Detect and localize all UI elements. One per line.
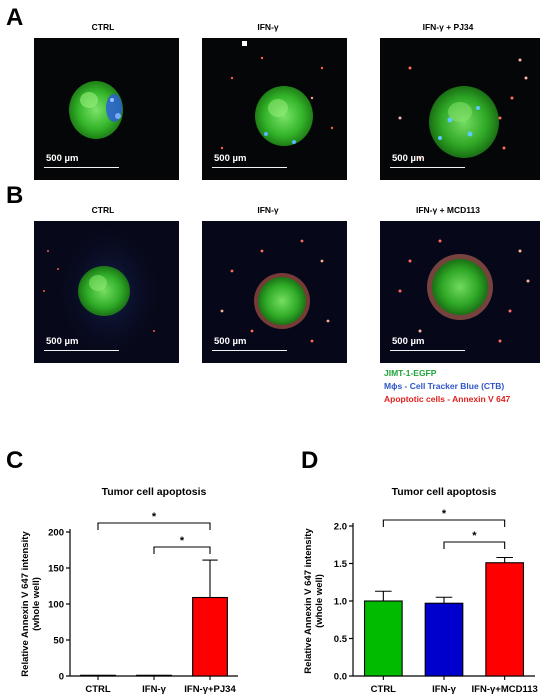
scale-bar bbox=[212, 349, 287, 351]
y-axis-label-line: (whole well) bbox=[314, 574, 325, 628]
legend-item: Mϕs - Cell Tracker Blue (CTB) bbox=[384, 381, 505, 391]
panel-letter-a: A bbox=[6, 4, 24, 31]
x-tick-label: IFN-γ bbox=[142, 684, 166, 695]
y-tick-label: 0.5 bbox=[334, 634, 348, 645]
significance-bracket bbox=[382, 519, 506, 527]
y-axis-label-line: Relative Annexin V 647 intensity bbox=[303, 528, 314, 674]
scale-bar-label: 500 µm bbox=[46, 336, 79, 347]
scale-bar bbox=[44, 349, 119, 351]
bar bbox=[80, 674, 116, 677]
image-title: IFN-γ + PJ34 bbox=[422, 22, 474, 32]
significance-label: * bbox=[152, 511, 157, 523]
significance-label: * bbox=[472, 530, 477, 542]
significance-label: * bbox=[180, 535, 185, 547]
micrograph-b-ifn: 500 µm bbox=[202, 221, 347, 363]
x-tick-label: IFN-γ bbox=[432, 684, 456, 695]
image-title: CTRL bbox=[91, 22, 115, 32]
scale-bar-label: 500 µm bbox=[392, 336, 425, 347]
y-tick-label: 200 bbox=[48, 528, 64, 539]
chart-title: Tumor cell apoptosis bbox=[392, 486, 497, 498]
y-tick-label: 0.0 bbox=[334, 672, 347, 683]
y-axis-label-line: (whole well) bbox=[31, 577, 42, 631]
micrograph-a-ctrl: 500 µm bbox=[34, 38, 179, 180]
x-tick-label: IFN-γ+MCD113 bbox=[472, 684, 538, 695]
legend-item: JIMT-1-EGFP bbox=[384, 368, 437, 378]
chart-d: Tumor cell apoptosis Relative Annexin V 6… bbox=[303, 486, 538, 695]
significance-label: * bbox=[442, 508, 447, 520]
y-tick-label: 100 bbox=[48, 600, 64, 611]
y-axis-label: Relative Annexin V 647 intensity(whole w… bbox=[303, 528, 325, 674]
scale-bar bbox=[44, 166, 119, 168]
x-tick-label: CTRL bbox=[371, 684, 397, 695]
image-title: IFN-γ bbox=[257, 205, 279, 215]
scale-bar-label: 500 µm bbox=[214, 153, 247, 164]
bar bbox=[192, 596, 228, 677]
bar bbox=[424, 602, 464, 677]
y-axis-label-line: Relative Annexin V 647 intensity bbox=[20, 531, 31, 677]
scale-bar bbox=[390, 166, 465, 168]
micrograph-b-ifn-mcd113: 500 µm bbox=[380, 221, 540, 363]
y-tick-label: 50 bbox=[53, 636, 64, 647]
panel-letter-b: B bbox=[6, 182, 24, 209]
x-tick-label: IFN-γ+PJ34 bbox=[184, 684, 236, 695]
chart-title: Tumor cell apoptosis bbox=[102, 486, 207, 498]
scale-bar bbox=[390, 349, 465, 351]
panel-letter-d: D bbox=[301, 447, 319, 474]
scale-bar-label: 500 µm bbox=[392, 153, 425, 164]
micrograph-a-ifn: 500 µm bbox=[202, 38, 347, 180]
scale-bar bbox=[212, 166, 287, 168]
x-tick-label: CTRL bbox=[85, 684, 111, 695]
chart-c: Tumor cell apoptosis Relative Annexin V 6… bbox=[20, 486, 238, 695]
significance-bracket bbox=[97, 522, 211, 530]
y-tick-label: 1.0 bbox=[334, 597, 347, 608]
significance-bracket bbox=[153, 546, 211, 554]
y-axis-label: Relative Annexin V 647 intensity(whole w… bbox=[20, 531, 42, 677]
y-tick-label: 2.0 bbox=[334, 522, 347, 533]
image-title: IFN-γ + MCD113 bbox=[415, 205, 480, 215]
panel-letter-c: C bbox=[6, 447, 24, 474]
y-tick-label: 0 bbox=[59, 672, 64, 683]
scale-bar-label: 500 µm bbox=[214, 336, 247, 347]
significance-bracket bbox=[443, 541, 506, 549]
bar bbox=[136, 674, 172, 677]
micrograph-b-ctrl: 500 µm bbox=[34, 221, 179, 363]
legend-item: Apoptotic cells - Annexin V 647 bbox=[384, 394, 511, 404]
bar bbox=[485, 562, 525, 677]
bar bbox=[363, 600, 403, 677]
micrograph-a-ifn-pj34: 500 µm bbox=[380, 38, 540, 180]
image-title: CTRL bbox=[91, 205, 115, 215]
scale-bar-label: 500 µm bbox=[46, 153, 79, 164]
image-title: IFN-γ bbox=[257, 22, 279, 32]
y-tick-label: 1.5 bbox=[334, 559, 348, 570]
y-tick-label: 150 bbox=[48, 564, 64, 575]
